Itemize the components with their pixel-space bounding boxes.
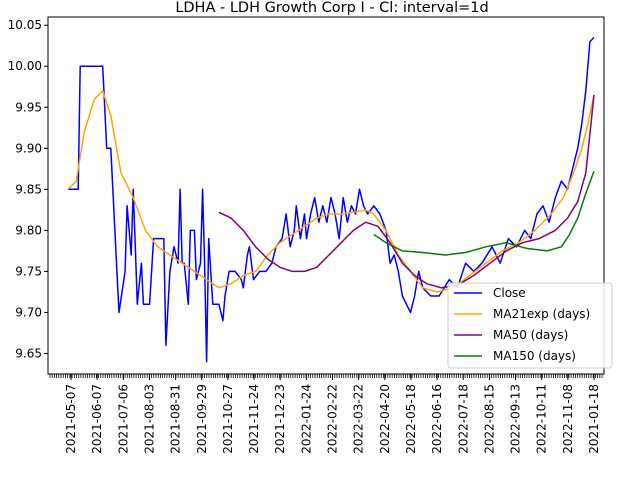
x-tick-label: 2021-06-07 xyxy=(90,384,104,454)
x-tick-label: 2022-02-22 xyxy=(326,384,340,454)
y-tick-label: 9.80 xyxy=(15,223,42,237)
y-tick-label: 9.65 xyxy=(15,346,42,360)
y-tick-label: 9.90 xyxy=(15,141,42,155)
x-tick-label: 2021-12-23 xyxy=(273,384,287,454)
x-tick-label: 2021-08-03 xyxy=(142,384,156,454)
x-tick-label: 2021-09-29 xyxy=(195,384,209,454)
axes: 9.65 9.70 9.75 9.80 9.85 9.90 9.95 10.00 10.05 20… xyxy=(8,16,605,454)
y-tick-label: 9.70 xyxy=(15,305,42,319)
legend-box xyxy=(447,282,613,369)
series-line-2 xyxy=(218,94,595,289)
x-tick-label: 2022-04-20 xyxy=(378,384,392,454)
y-tick-label: 9.95 xyxy=(15,100,42,114)
legend-label-1: MA21exp (days) xyxy=(493,307,590,321)
chart-title: LDHA - LDH Growth Corp I - Cl: interval=… xyxy=(175,0,488,16)
y-tick-label: 9.75 xyxy=(15,264,42,278)
x-tick-label: 2022-09-13 xyxy=(509,384,523,454)
x-tick-label: 2022-08-15 xyxy=(482,384,496,454)
x-tick-label: 2021-11-24 xyxy=(247,384,261,454)
x-tick-label: 2022-03-22 xyxy=(352,384,366,454)
series-line-0 xyxy=(68,36,595,363)
x-tick-label: 2022-11-08 xyxy=(561,384,575,454)
y-tick-label: 10.00 xyxy=(8,59,42,73)
series-line-3 xyxy=(373,171,595,256)
x-tick-label: 2022-10-11 xyxy=(535,384,549,454)
series-line-1 xyxy=(67,90,595,293)
legend-label-3: MA150 (days) xyxy=(493,349,576,363)
legend-label-2: MA50 (days) xyxy=(493,328,568,342)
x-tick-label: 2021-05-07 xyxy=(64,384,78,454)
x-tick-label: 2021-08-31 xyxy=(169,384,183,454)
x-tick-label: 2022-05-18 xyxy=(404,384,418,454)
x-tick-label: 2021-10-27 xyxy=(221,384,235,454)
legend: Close MA21exp (days) MA50 (days) MA150 (day… xyxy=(447,282,613,369)
y-tick-label: 10.05 xyxy=(8,18,42,32)
plot-area xyxy=(67,36,595,363)
legend-label-0: Close xyxy=(493,286,526,300)
y-tick-label: 9.85 xyxy=(15,182,42,196)
x-tick-label: 2022-06-16 xyxy=(430,384,444,454)
x-tick-label: 2022-07-18 xyxy=(456,384,470,454)
x-tick-label: 2021-07-06 xyxy=(116,384,130,454)
x-tick-label: 2021-01-18 xyxy=(587,384,601,454)
x-tick-label: 2022-01-24 xyxy=(299,384,313,454)
